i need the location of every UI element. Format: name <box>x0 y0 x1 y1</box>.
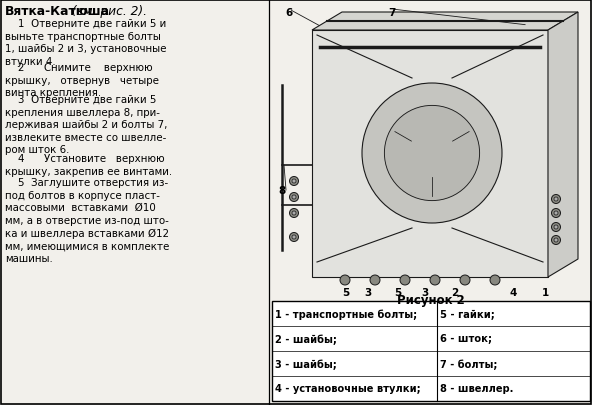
Circle shape <box>552 236 561 245</box>
Text: 1  Отверните две гайки 5 и
выньте транспортные болты
1, шайбы 2 и 3, установочны: 1 Отверните две гайки 5 и выньте транспо… <box>5 19 166 66</box>
Circle shape <box>289 233 298 242</box>
Circle shape <box>289 193 298 202</box>
Circle shape <box>292 235 296 239</box>
Text: 4      Установите   верхнюю
крышку, закрепив ее винтами.: 4 Установите верхнюю крышку, закрепив ее… <box>5 153 172 176</box>
Text: 7 - болты;: 7 - болты; <box>440 358 498 369</box>
Text: 8 - швеллер.: 8 - швеллер. <box>440 384 514 394</box>
Circle shape <box>289 177 298 186</box>
Circle shape <box>384 106 480 201</box>
Text: 6 - шток;: 6 - шток; <box>440 334 493 344</box>
Text: 5 - гайки;: 5 - гайки; <box>440 309 495 319</box>
Text: 3: 3 <box>364 287 372 297</box>
Text: 7: 7 <box>388 8 395 18</box>
Circle shape <box>430 275 440 285</box>
Bar <box>272 301 590 401</box>
Circle shape <box>552 223 561 232</box>
Text: 5: 5 <box>394 287 401 297</box>
Text: Рисунок 2: Рисунок 2 <box>397 293 464 306</box>
Text: 3  Отверните две гайки 5
крепления швеллера 8, при-
лерживая шайбы 2 и болты 7,
: 3 Отверните две гайки 5 крепления швелле… <box>5 95 168 155</box>
Circle shape <box>292 211 296 215</box>
Circle shape <box>554 239 558 243</box>
Text: 5: 5 <box>342 287 350 297</box>
Circle shape <box>552 195 561 204</box>
Text: 1: 1 <box>541 287 549 297</box>
Text: (см. рис. 2).: (см. рис. 2). <box>68 5 147 18</box>
Circle shape <box>370 275 380 285</box>
Circle shape <box>554 198 558 202</box>
Text: 2      Снимите    верхнюю
крышку,   отвернув   четыре
винта крепления.: 2 Снимите верхнюю крышку, отвернув четыр… <box>5 63 159 98</box>
Circle shape <box>460 275 470 285</box>
Circle shape <box>490 275 500 285</box>
Polygon shape <box>312 31 548 277</box>
Circle shape <box>292 196 296 200</box>
Text: 6: 6 <box>285 8 292 18</box>
Polygon shape <box>548 13 578 277</box>
Text: 1 - транспортные болты;: 1 - транспортные болты; <box>275 309 417 319</box>
Text: 8: 8 <box>278 185 285 196</box>
Text: 5  Заглушите отверстия из-
под болтов в корпусе пласт-
массовыми  вставками  Ø10: 5 Заглушите отверстия из- под болтов в к… <box>5 177 169 263</box>
Circle shape <box>400 275 410 285</box>
Circle shape <box>554 211 558 215</box>
Text: 4: 4 <box>509 287 517 297</box>
Text: 2 - шайбы;: 2 - шайбы; <box>275 333 337 344</box>
Circle shape <box>289 209 298 218</box>
Circle shape <box>554 226 558 230</box>
Text: 2: 2 <box>451 287 459 297</box>
Circle shape <box>292 179 296 183</box>
Text: 4 - установочные втулки;: 4 - установочные втулки; <box>275 384 421 394</box>
Circle shape <box>362 84 502 224</box>
Text: 3 - шайбы;: 3 - шайбы; <box>275 358 337 369</box>
Circle shape <box>552 209 561 218</box>
Polygon shape <box>312 13 578 31</box>
Text: 3: 3 <box>422 287 429 297</box>
Circle shape <box>340 275 350 285</box>
Text: Вятка-Катюша: Вятка-Катюша <box>5 5 110 18</box>
